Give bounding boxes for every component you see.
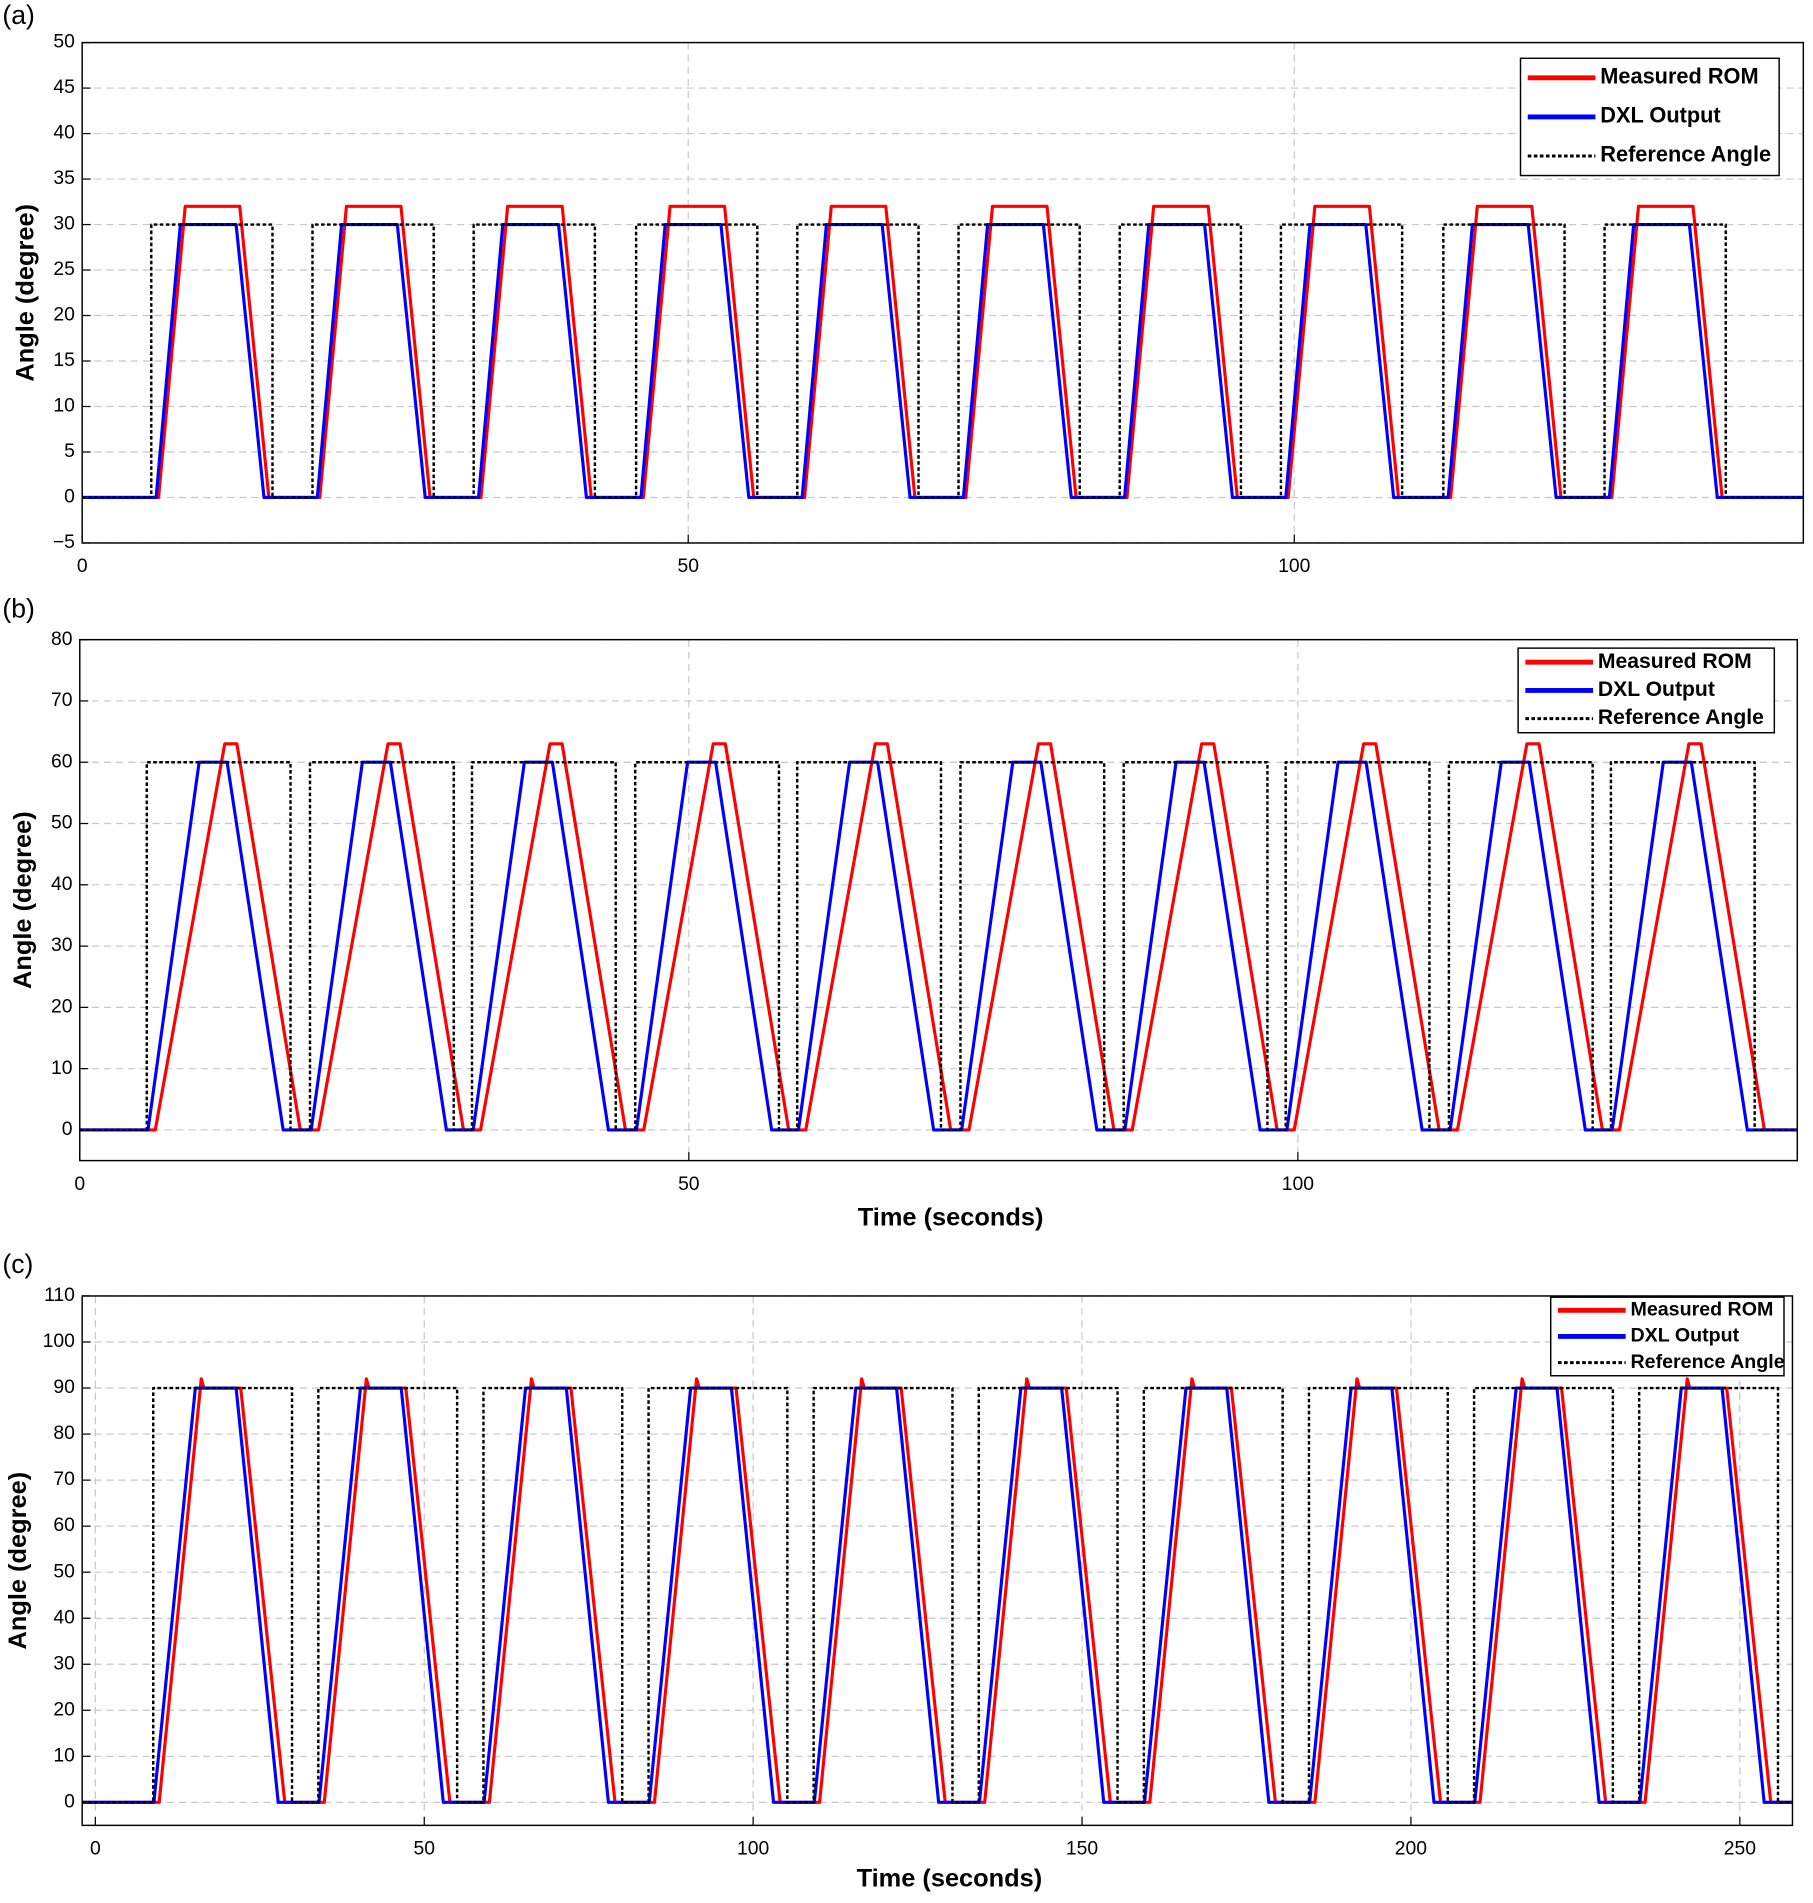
y-tick-label: 50 xyxy=(53,32,75,53)
legend-label: Reference Angle xyxy=(1598,706,1764,729)
y-tick-label: 70 xyxy=(51,690,73,711)
legend-label: DXL Output xyxy=(1600,103,1720,128)
plot-frame xyxy=(79,638,1799,1162)
y-tick-label: 20 xyxy=(51,996,73,1017)
y-tick-label: 60 xyxy=(51,751,73,772)
x-tick-label: 100 xyxy=(1278,556,1310,577)
y-tick-label: 25 xyxy=(53,259,75,280)
x-tick-label: 0 xyxy=(74,1174,85,1195)
legend-label: Reference Angle xyxy=(1630,1351,1784,1373)
y-tick-label: 80 xyxy=(51,629,73,650)
y-tick-label: 50 xyxy=(51,813,73,834)
y-tick-label: 30 xyxy=(51,935,73,956)
y-tick-label: 80 xyxy=(53,1423,75,1444)
x-tick-label: 0 xyxy=(77,556,88,577)
y-tick-label: 10 xyxy=(53,1745,75,1766)
legend-label: Measured ROM xyxy=(1630,1298,1773,1320)
y-tick-label: 40 xyxy=(53,123,75,144)
x-tick-label: 200 xyxy=(1395,1839,1427,1860)
x-tick-label: 100 xyxy=(1282,1174,1314,1195)
panel-label: (b) xyxy=(2,594,34,624)
x-tick-label: 150 xyxy=(1066,1839,1098,1860)
y-tick-label: −5 xyxy=(53,532,75,553)
legend-label: DXL Output xyxy=(1630,1325,1739,1347)
legend-label: Reference Angle xyxy=(1600,142,1771,167)
plot-area xyxy=(82,42,1804,543)
x-tick-label: 50 xyxy=(413,1839,435,1860)
series-line xyxy=(82,223,1804,499)
series-line xyxy=(79,761,1798,1132)
y-tick-label: 45 xyxy=(53,77,75,98)
legend-label: DXL Output xyxy=(1598,678,1715,701)
y-tick-label: 100 xyxy=(43,1331,75,1352)
y-tick-label: 5 xyxy=(64,441,75,462)
y-tick-label: 30 xyxy=(53,214,75,235)
y-tick-label: 60 xyxy=(53,1515,75,1536)
x-tick-label: 0 xyxy=(90,1839,101,1860)
y-tick-label: 0 xyxy=(64,487,75,508)
x-tick-label: 50 xyxy=(677,556,699,577)
y-tick-label: 40 xyxy=(53,1607,75,1628)
y-axis-label: Angle (degree) xyxy=(11,204,39,382)
y-tick-label: 0 xyxy=(64,1791,75,1812)
x-tick-label: 50 xyxy=(678,1174,700,1195)
plot-area xyxy=(79,639,1798,1161)
panel-label: (a) xyxy=(2,0,34,30)
y-tick-label: 20 xyxy=(53,305,75,326)
y-tick-label: 110 xyxy=(44,1285,75,1306)
x-axis-label: Time (seconds) xyxy=(858,1203,1044,1231)
y-tick-label: 20 xyxy=(53,1699,75,1720)
x-axis-label: Time (seconds) xyxy=(857,1864,1043,1892)
y-axis-label: Angle (degree) xyxy=(9,811,37,989)
plot-frame xyxy=(81,41,1805,544)
y-tick-label: 90 xyxy=(53,1377,75,1398)
x-tick-label: 100 xyxy=(737,1839,769,1860)
plot-frame xyxy=(81,1295,1794,1827)
y-tick-label: 30 xyxy=(53,1653,75,1674)
legend-label: Measured ROM xyxy=(1598,650,1752,673)
y-tick-label: 70 xyxy=(53,1469,75,1490)
y-axis-label: Angle (degree) xyxy=(4,1472,32,1650)
legend-label: Measured ROM xyxy=(1600,64,1758,89)
y-tick-label: 0 xyxy=(62,1119,73,1140)
y-tick-label: 50 xyxy=(53,1561,75,1582)
x-tick-label: 250 xyxy=(1724,1839,1756,1860)
y-tick-label: 40 xyxy=(51,874,73,895)
y-tick-label: 10 xyxy=(51,1058,73,1079)
plot-area xyxy=(82,1295,1793,1826)
y-tick-label: 10 xyxy=(53,396,75,417)
y-tick-label: 15 xyxy=(53,350,75,371)
panel-label: (c) xyxy=(2,1249,33,1279)
y-tick-label: 35 xyxy=(53,168,75,189)
